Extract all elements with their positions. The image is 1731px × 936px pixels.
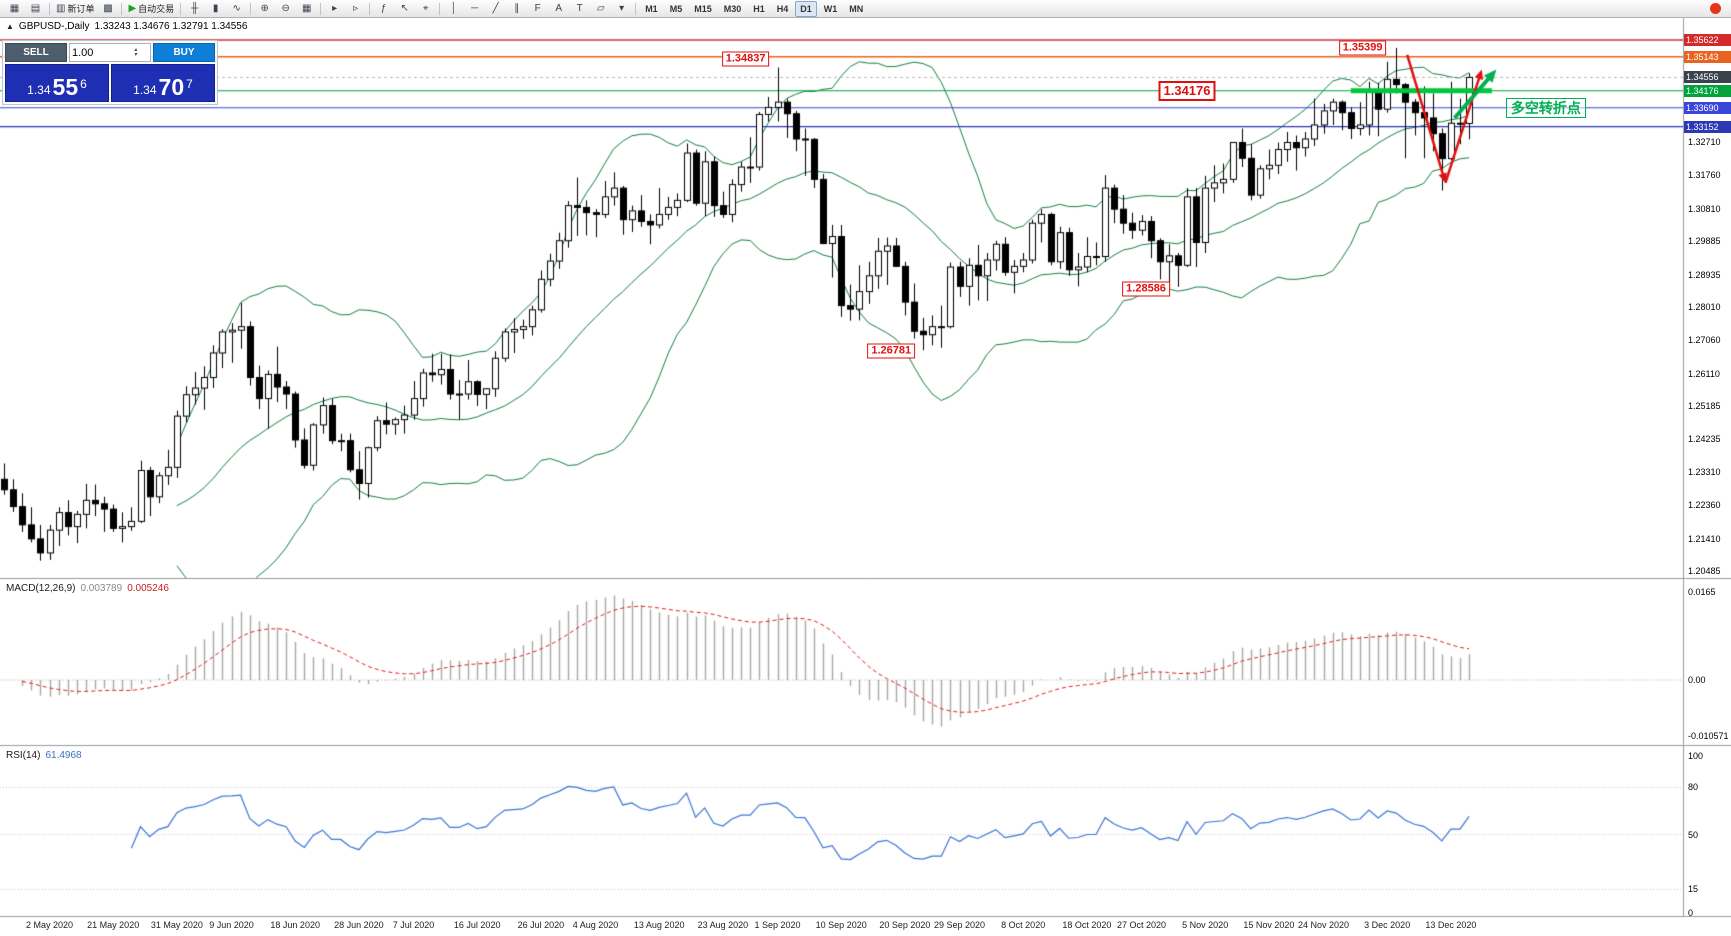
- sell-price-button[interactable]: 1.34 55 6: [5, 64, 109, 102]
- toolbar-separator: [250, 2, 252, 15]
- volume-input[interactable]: [70, 46, 134, 59]
- text-button[interactable]: T: [576, 2, 583, 14]
- sell-price-pips: 55: [52, 74, 79, 100]
- tile-windows-button[interactable]: ▦: [301, 2, 312, 14]
- collapse-trade-panel-icon[interactable]: ▲: [6, 22, 14, 31]
- timeframe-m15-button[interactable]: M15: [694, 3, 712, 14]
- toolbar-separator: [635, 2, 637, 15]
- equidistant-channel-button[interactable]: ∥: [514, 2, 520, 14]
- line-chart-type-button[interactable]: ∿: [232, 2, 241, 14]
- cursor-button[interactable]: ↖: [400, 2, 409, 14]
- price-tag-1.35143: 1.35143: [1684, 50, 1731, 63]
- price-level-annotation[interactable]: 1.34837: [721, 51, 770, 67]
- timeframe-d1-button[interactable]: D1: [795, 0, 817, 17]
- toolbar-separator: [121, 2, 123, 15]
- volume-up-icon[interactable]: ▴: [134, 46, 138, 53]
- candlestick-chart-type-button[interactable]: ▮: [212, 2, 219, 14]
- toolbar-separator: [180, 2, 182, 15]
- crosshair-button[interactable]: ⌖: [422, 2, 429, 14]
- zoom-out-button[interactable]: ⊖: [281, 2, 290, 14]
- price-tag-1.33152: 1.33152: [1684, 120, 1731, 133]
- fibonacci-button[interactable]: F: [534, 2, 541, 14]
- price-level-annotation[interactable]: 1.28586: [1122, 281, 1170, 297]
- zoom-in-button[interactable]: ⊕: [260, 2, 269, 14]
- buy-price-button[interactable]: 1.34 70 7: [111, 64, 215, 102]
- timeframe-w1-button[interactable]: W1: [823, 3, 838, 14]
- price-tag-1.35622: 1.35622: [1684, 34, 1731, 46]
- timeframe-m1-button[interactable]: M1: [645, 3, 658, 14]
- buy-price-point: 7: [186, 77, 193, 91]
- timeframe-m30-button[interactable]: M30: [723, 3, 742, 14]
- alert-badge-icon[interactable]: [1710, 3, 1721, 14]
- timeframe-h1-button[interactable]: H1: [753, 3, 765, 14]
- chart-shift-button[interactable]: ▹: [353, 2, 359, 14]
- toolbar-separator: [49, 2, 50, 15]
- turning-point-annotation[interactable]: 多空转折点: [1505, 98, 1586, 119]
- price-level-annotation[interactable]: 1.26781: [867, 343, 916, 359]
- price-tag-1.34176: 1.34176: [1684, 84, 1731, 97]
- new-order-button[interactable]: ▥ 新订单: [56, 2, 95, 14]
- shapes-button[interactable]: ▱: [596, 2, 605, 14]
- sell-price-major: 1.34: [27, 83, 51, 97]
- profiles-button[interactable]: ▤: [30, 2, 41, 14]
- price-tag-1.33690: 1.33690: [1684, 101, 1731, 114]
- price-level-annotation[interactable]: 1.35399: [1338, 40, 1387, 56]
- toolbar-separator: [369, 2, 371, 15]
- one-click-trading-panel: SELL ▴ ▾ BUY 1.34 55 6 1.34: [2, 40, 218, 105]
- buy-button[interactable]: BUY: [153, 43, 215, 62]
- timeframe-m5-button[interactable]: M5: [669, 3, 683, 14]
- timeframe-h4-button[interactable]: H4: [776, 3, 789, 14]
- buy-price-major: 1.34: [133, 83, 157, 97]
- buy-price-pips: 70: [158, 74, 185, 100]
- trendline-button[interactable]: ╱: [492, 2, 499, 14]
- volume-control: ▴ ▾: [69, 43, 151, 62]
- price-level-annotation[interactable]: 1.34176: [1158, 80, 1216, 101]
- auto-trading-button[interactable]: ▶ 自动交易: [128, 2, 175, 14]
- toolbar-separator: [439, 2, 441, 15]
- auto-scroll-button[interactable]: ▸: [332, 2, 338, 14]
- toolbar: ▦ ▤ ▥ 新订单 ▩ ▶ 自动交易 ╫ ▮ ∿ ⊕ ⊖ ▦ ▸ ▹ ƒ ↖ ⌖ │ ─ ╱ ∥ F A T ▱ ▾ M1 M5 M15 M…: [0, 0, 1731, 18]
- new-chart-button[interactable]: ▦: [9, 2, 20, 14]
- volume-down-icon[interactable]: ▾: [134, 51, 138, 58]
- timeframe-mn-button[interactable]: MN: [849, 3, 864, 14]
- price-tag-1.34556: 1.34556: [1684, 71, 1731, 84]
- shapes-caret-icon[interactable]: ▾: [619, 2, 625, 14]
- bar-chart-type-button[interactable]: ╫: [191, 2, 199, 14]
- sell-price-point: 6: [80, 77, 87, 91]
- toolbar-separator: [320, 2, 322, 15]
- volume-spinner[interactable]: ▴ ▾: [134, 46, 139, 58]
- vertical-line-button[interactable]: │: [450, 2, 457, 14]
- horizontal-line-button[interactable]: ─: [471, 2, 479, 14]
- text-label-button[interactable]: A: [555, 2, 563, 14]
- sell-button[interactable]: SELL: [5, 43, 67, 62]
- chart-windows-button[interactable]: ▩: [103, 2, 113, 14]
- indicators-button[interactable]: ƒ: [380, 2, 387, 14]
